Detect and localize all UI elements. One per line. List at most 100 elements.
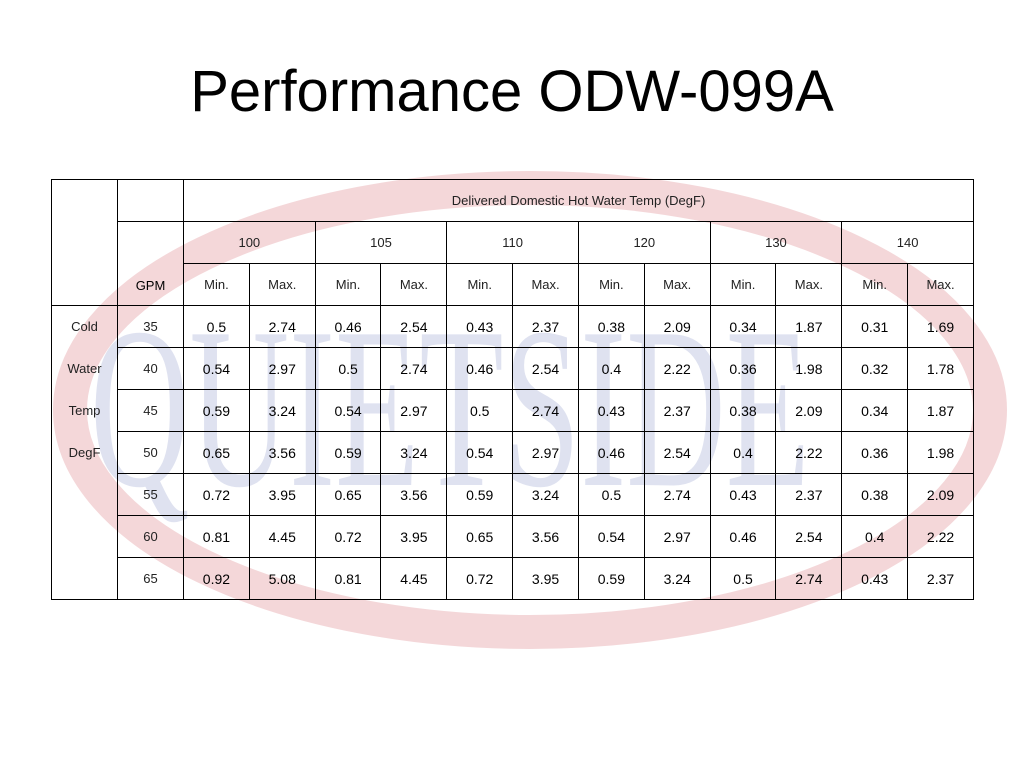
row-label: Temp [51,389,118,432]
value-cell: 0.54 [577,515,645,558]
value-cell: 1.87 [775,305,843,348]
value-cell: 2.22 [907,515,974,558]
value-cell: 3.24 [643,557,711,600]
value-cell: 2.22 [643,347,711,390]
value-cell: 0.43 [709,473,777,516]
temp-header: 140 [841,221,974,264]
temp-header: 110 [446,221,579,264]
value-cell: 2.37 [775,473,843,516]
table-row: Temp 45 0.59 3.24 0.54 2.97 0.5 2.74 0.43 2.37 0.3… [51,389,974,432]
value-cell: 2.37 [643,389,711,432]
value-cell: 0.34 [709,305,777,348]
value-cell: 0.5 [446,389,514,432]
value-cell: 0.5 [183,305,250,348]
gpm-cell: 50 [117,431,184,474]
row-label: Cold [51,305,118,348]
value-cell: 0.38 [709,389,777,432]
value-cell: 2.54 [643,431,711,474]
value-cell: 2.09 [775,389,843,432]
value-cell: 0.72 [446,557,514,600]
min-header: Min. [314,263,382,306]
value-cell: 2.97 [512,431,579,474]
table-row: GPM 100 105 110 120 130 140 [52,221,974,306]
value-cell: 0.34 [841,389,909,432]
value-cell: 0.92 [183,557,250,600]
table-row: Min. Max. Min. Max. Min. Max. Min. Max. Min. Max.… [52,263,974,306]
temp-header: 120 [577,221,711,264]
value-cell: 1.69 [907,305,974,348]
min-header: Min. [709,263,777,306]
value-cell: 2.74 [643,473,711,516]
value-cell: 4.45 [380,557,448,600]
table-row: Water 40 0.54 2.97 0.5 2.74 0.46 2.54 0.4 2.22 0.3… [51,347,974,390]
value-cell: 0.4 [841,515,909,558]
value-cell: 3.56 [512,515,579,558]
value-cell: 3.56 [380,473,448,516]
value-cell: 0.46 [577,431,645,474]
value-cell: 0.59 [183,389,250,432]
value-cell: 2.74 [512,389,579,432]
row-label: DegF [51,431,118,474]
row-label [51,557,118,600]
value-cell: 1.98 [907,431,974,474]
value-cell: 0.4 [709,431,777,474]
max-header: Max. [643,263,711,306]
value-cell: 0.31 [841,305,909,348]
value-cell: 4.45 [248,515,316,558]
gpm-header: GPM [117,221,184,306]
gpm-cell: 65 [117,557,184,600]
value-cell: 0.43 [577,389,645,432]
value-cell: 2.97 [643,515,711,558]
table-row: 65 0.92 5.08 0.81 4.45 0.72 3.95 0.59 3.24 0.5 2.7… [51,557,974,600]
max-header: Max. [775,263,843,306]
value-cell: 0.4 [577,347,645,390]
value-cell: 0.81 [314,557,382,600]
table-row: 60 0.81 4.45 0.72 3.95 0.65 3.56 0.54 2.97 0.46 2.… [51,515,974,558]
value-cell: 0.36 [709,347,777,390]
value-cell: 0.59 [577,557,645,600]
table-row: Cold 35 0.5 2.74 0.46 2.54 0.43 2.37 0.38 2.09 0.3… [51,305,974,348]
row-label [51,515,118,558]
gpm-cell: 60 [117,515,184,558]
slide-title: Performance ODW-099A [190,59,834,124]
temp-header: 100 [183,221,316,264]
value-cell: 0.81 [183,515,250,558]
value-cell: 2.74 [775,557,843,600]
value-cell: 2.74 [248,305,316,348]
max-header: Max. [248,263,316,306]
min-header: Min. [841,263,909,306]
value-cell: 0.46 [446,347,514,390]
value-cell: 0.59 [446,473,514,516]
performance-table: Delivered Domestic Hot Water Temp (DegF)… [51,179,974,600]
max-header: Max. [512,263,579,306]
min-header: Min. [577,263,645,306]
max-header: Max. [907,263,974,306]
value-cell: 2.54 [512,347,579,390]
value-cell: 2.37 [907,557,974,600]
value-cell: 0.43 [841,557,909,600]
value-cell: 0.65 [446,515,514,558]
table-row: DegF 50 0.65 3.56 0.59 3.24 0.54 2.97 0.46 2.54 0.… [51,431,974,474]
value-cell: 2.22 [775,431,843,474]
value-cell: 0.54 [446,431,514,474]
empty-cell [117,179,184,222]
value-cell: 0.32 [841,347,909,390]
gpm-cell: 45 [117,389,184,432]
value-cell: 0.5 [314,347,382,390]
max-header: Max. [380,263,448,306]
value-cell: 0.46 [314,305,382,348]
value-cell: 1.98 [775,347,843,390]
min-header: Min. [446,263,514,306]
value-cell: 2.97 [380,389,448,432]
row-label: Water [51,347,118,390]
value-cell: 0.38 [841,473,909,516]
value-cell: 0.65 [314,473,382,516]
value-cell: 1.78 [907,347,974,390]
value-cell: 0.5 [577,473,645,516]
value-cell: 2.54 [380,305,448,348]
value-cell: 0.59 [314,431,382,474]
value-cell: 0.36 [841,431,909,474]
value-cell: 0.46 [709,515,777,558]
value-cell: 3.24 [248,389,316,432]
gpm-cell: 40 [117,347,184,390]
